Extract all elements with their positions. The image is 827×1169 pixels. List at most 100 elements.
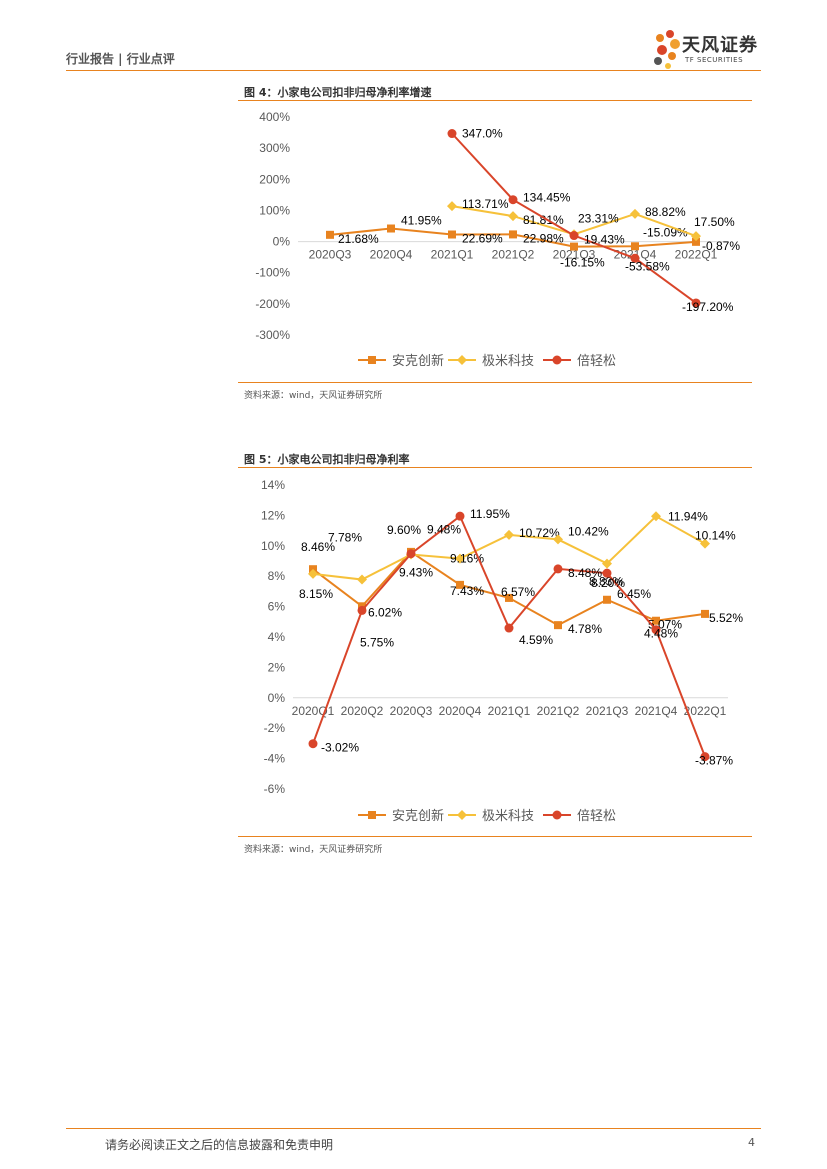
data-label: 8.48% [568, 566, 602, 580]
figure-4-top-rule [238, 100, 752, 101]
data-point [505, 593, 513, 602]
legend-label: 极米科技 [482, 353, 534, 368]
figure-5-source: 资料来源：wind，天风证券研究所 [244, 845, 383, 855]
logo-text: 天风证券 [682, 35, 758, 56]
logo-subtext: TF SECURITIES [685, 56, 744, 64]
y-tick-label: 0% [268, 691, 286, 705]
axes: 14% 12% 10% 8% 6% 4% 2% 0% -2% -4% -6% 2020Q1 2020Q2… [261, 478, 728, 796]
y-tick-label: 4% [268, 630, 286, 644]
legend-label: 极米科技 [482, 808, 534, 823]
legend-label: 倍轻松 [577, 808, 616, 823]
legend-marker [368, 811, 376, 819]
series-line [312, 515, 706, 581]
data-label: 17.50% [694, 215, 735, 229]
y-tick-label: 6% [268, 600, 286, 614]
data-point [455, 511, 465, 521]
data-point [691, 298, 701, 308]
x-tick-label: 2021Q1 [431, 248, 474, 262]
data-point [630, 208, 640, 219]
data-label: 10.42% [568, 524, 609, 538]
y-tick-label: 300% [259, 141, 290, 155]
y-tick-label: 12% [261, 508, 285, 522]
data-label: 4.78% [568, 622, 602, 636]
axes: 400% 300% 200% 100% 0% -100% -200% -300% 2020Q3 2… [255, 110, 728, 342]
data-label: 88.82% [645, 205, 686, 219]
legend-marker [457, 355, 467, 365]
data-label: 8.83% [589, 575, 623, 589]
data-label: 6.57% [501, 585, 535, 599]
data-point [701, 609, 709, 618]
data-point [357, 574, 367, 585]
data-label: 23.31% [578, 211, 619, 225]
data-label: 4.48% [644, 627, 678, 641]
legend-label: 安克创新 [392, 353, 444, 368]
legend-label: 倍轻松 [577, 353, 616, 368]
data-label: 21.68% [338, 232, 379, 246]
y-tick-label: -100% [255, 266, 290, 280]
legend: 安克创新 极米科技 倍轻松 [358, 808, 616, 823]
data-point [553, 534, 563, 545]
x-tick-label: 2022Q1 [675, 248, 718, 262]
series-2: 8.15% 7.78% 9.43% 9.16% 10.72% 10.42% 8.83% 11.… [299, 509, 736, 601]
header-divider [66, 70, 761, 71]
legend-marker [552, 810, 562, 820]
y-tick-label: 100% [259, 203, 290, 217]
y-tick-label: -300% [255, 328, 290, 342]
data-point [631, 242, 639, 251]
data-point [447, 201, 457, 212]
series-1: 21.68% 41.95% 22.69% 22.98% -16.15% -15.09% -0… [326, 214, 740, 270]
chart-margin: 14% 12% 10% 8% 6% 4% 2% 0% -2% -4% -6% 2020Q1 2020Q2… [261, 478, 743, 823]
data-point [447, 129, 457, 139]
legend-marker [457, 810, 467, 820]
data-label: 113.71% [462, 197, 509, 211]
series-1: 8.46%6.02%9.60%7.43% 6.57%4.78%6.45%5.07%… [301, 523, 743, 636]
legend-marker [552, 355, 562, 365]
legend: 安克创新 极米科技 倍轻松 [358, 353, 616, 368]
x-tick-label: 2021Q4 [635, 704, 678, 718]
figure-4-source: 资料来源：wind，天风证券研究所 [244, 391, 383, 401]
x-tick-label: 2021Q2 [492, 248, 535, 262]
data-label: 41.95% [401, 214, 442, 228]
data-label: 5.75% [360, 635, 394, 649]
data-point [553, 564, 563, 574]
data-point [308, 568, 318, 579]
data-point [326, 230, 334, 239]
y-tick-label: -2% [264, 721, 286, 735]
data-label: 9.48% [427, 523, 461, 537]
data-label: 8.46% [301, 540, 335, 554]
y-tick-label: 200% [259, 172, 290, 186]
data-point [504, 529, 514, 540]
data-point [602, 558, 612, 569]
legend-label: 安克创新 [392, 808, 444, 823]
series-3: 347.0% 134.45% 19.43%-53.58% -197.20% [447, 127, 734, 314]
data-point [569, 231, 579, 241]
x-tick-label: 2020Q3 [390, 704, 433, 718]
y-tick-label: -6% [264, 782, 286, 796]
x-tick-label: 2020Q1 [292, 704, 335, 718]
data-label: 10.72% [519, 526, 560, 540]
data-point [508, 211, 518, 222]
data-point [357, 605, 367, 615]
x-tick-label: 2021Q2 [537, 704, 580, 718]
x-tick-label: 2021Q1 [488, 704, 531, 718]
data-label: -0.87% [702, 239, 740, 253]
data-label: 9.16% [450, 552, 484, 566]
data-point [630, 253, 640, 263]
figure-4-title: 图 4：小家电公司扣非归母净利率增速 [244, 86, 432, 99]
data-label: -53.58% [625, 259, 670, 273]
data-point [387, 224, 395, 233]
x-tick-label: 2020Q3 [309, 248, 352, 262]
y-tick-label: 10% [261, 539, 285, 553]
data-point [570, 242, 578, 251]
data-label: 134.45% [523, 191, 571, 205]
logo-mark [654, 30, 680, 69]
figure-5-bottom-rule [238, 836, 752, 837]
data-point [652, 616, 660, 625]
chart-growth: 400%300%200%100%0%-100%-200%-300%2020Q3 2… [255, 110, 740, 368]
data-label: 11.95% [470, 507, 510, 521]
data-label: 5.52% [709, 611, 743, 625]
data-label: -16.15% [560, 256, 605, 270]
report-category: 行业报告 | 行业点评 [66, 52, 175, 66]
y-tick-label: 8% [268, 569, 286, 583]
x-tick-label: 2020Q4 [370, 248, 413, 262]
